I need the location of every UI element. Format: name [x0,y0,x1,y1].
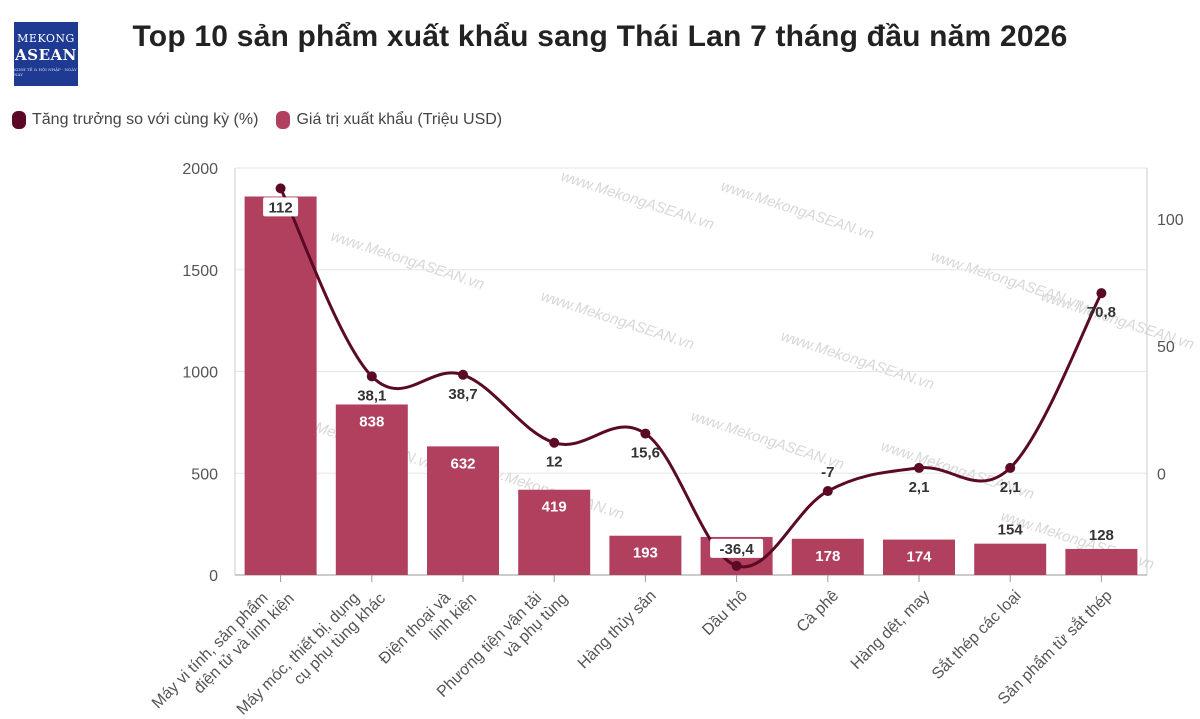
bar-8 [974,543,1047,575]
growth-label-3: 12 [546,454,563,471]
growth-point-2 [458,369,468,380]
watermark-text-9: www.MekongASEAN.vn [559,168,716,234]
growth-point-6 [822,486,833,497]
bar-2 [427,446,499,575]
y-left-tick-3: 1500 [182,263,218,280]
growth-label-5: -36,4 [719,541,754,558]
growth-label-bg-0 [263,197,299,217]
logo-line3: KINH TẾ & HỘI NHẬP · NGÀY NAY [14,66,77,77]
y-right-tick-2: 100 [1157,212,1184,229]
watermark-text-1: www.MekongASEAN.vn [539,288,696,354]
growth-label-4: 15,6 [631,445,660,462]
bar-7 [883,539,955,575]
category-label-7-line-0: Hàng dệt, may [848,587,934,673]
bar-label-1: 838 [359,413,384,430]
bar-1 [335,404,408,575]
logo-line2: ASEAN [15,45,77,64]
watermark-text-10: www.MekongASEAN.vn [779,328,936,394]
growth-line [279,187,1103,569]
bar-label-2: 632 [450,455,475,472]
growth-point-7 [914,462,924,473]
y-left-tick-0: 0 [209,568,218,585]
growth-point-4 [640,428,651,439]
growth-point-8 [1005,462,1016,473]
mekong-asean-logo: MEKONG ASEAN KINH TẾ & HỘI NHẬP · NGÀY N… [14,22,78,86]
category-label-3-line-0: Phương tiện vận tải [434,589,545,700]
growth-label-6: -7 [821,464,834,481]
legend-item-growth[interactable]: Tăng trưởng so với cùng kỳ (%) [12,111,258,129]
legend-swatch-value [276,111,291,129]
bar-4 [609,535,682,575]
logo-line1: MEKONG [17,31,75,45]
legend-swatch-growth [12,111,26,129]
legend-label-value: Giá trị xuất khẩu (Triệu USD) [296,111,503,128]
growth-label-8: 2,1 [1000,479,1021,496]
legend-item-value[interactable]: Giá trị xuất khẩu (Triệu USD) [276,111,502,129]
growth-point-3 [549,437,560,448]
growth-label-9: 70,8 [1087,304,1116,321]
growth-point-5 [731,560,742,571]
bar-9 [1065,548,1138,575]
category-label-6-line-0: Cà phê [794,587,843,636]
watermark-text-0: www.MekongASEAN.vn [329,228,486,294]
growth-label-0: 112 [268,199,292,216]
growth-label-bg-5 [710,538,764,558]
category-label-5: Dầu thô [699,587,751,639]
y-left-tick-4: 2000 [182,161,218,178]
growth-point-9 [1096,288,1107,299]
bar-label-8: 154 [998,522,1024,539]
growth-label-7: 2,1 [909,479,930,496]
category-label-8-line-0: Sắt thép các loại [927,586,1024,683]
category-label-8: Sắt thép các loại [927,586,1024,683]
chart-title: Top 10 sản phẩm xuất khẩu sang Thái Lan … [132,20,1068,53]
category-label-4: Hàng thủy sản [575,587,660,672]
category-label-7: Hàng dệt, may [848,587,934,673]
category-label-5-line-0: Dầu thô [699,587,751,639]
growth-point-0 [275,183,286,194]
growth-label-2: 38,7 [448,386,477,403]
bar-label-4: 193 [633,545,658,562]
growth-point-1 [366,371,377,382]
y-right-tick-1: 50 [1157,339,1175,356]
category-label-4-line-0: Hàng thủy sản [575,587,660,672]
bar-0 [244,196,317,576]
y-left-tick-2: 1000 [182,365,218,382]
legend-label-growth: Tăng trưởng so với cùng kỳ (%) [32,111,259,128]
bar-label-6: 178 [815,548,840,565]
growth-label-1: 38,1 [357,387,386,404]
y-right-tick-0: 0 [1157,466,1166,483]
y-left-tick-1: 500 [191,466,218,483]
watermark-text-2: www.MekongASEAN.vn [719,178,876,244]
bar-label-9: 128 [1089,527,1114,544]
category-label-6: Cà phê [794,587,843,636]
bar-label-3: 419 [542,499,567,516]
bar-label-7: 174 [906,549,932,566]
bar-3 [518,489,591,575]
bar-6 [791,538,864,575]
chart-legend: Tăng trưởng so với cùng kỳ (%) Giá trị x… [12,111,502,129]
